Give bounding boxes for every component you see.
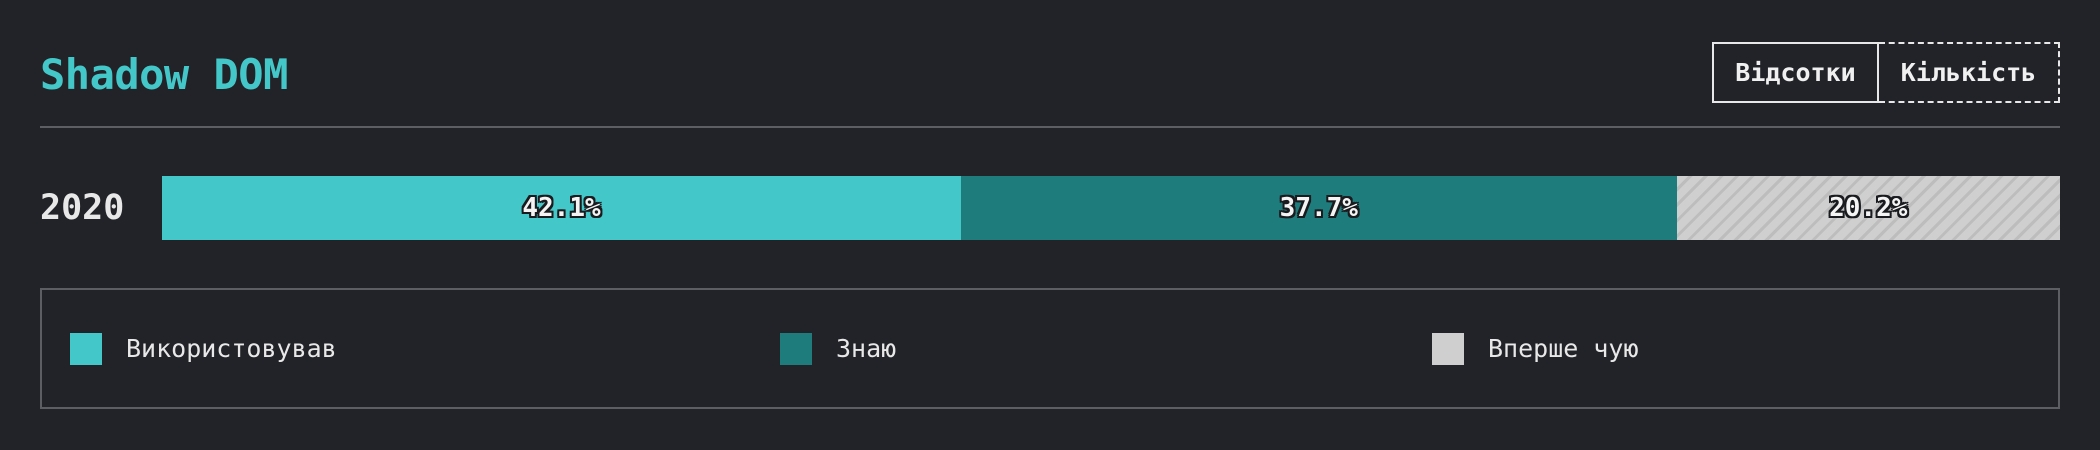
legend-label: Використовував [126,334,337,363]
legend-swatch [70,332,102,365]
percent-toggle-button[interactable]: Відсотки [1712,42,1879,103]
data-label: 20.2% [1829,193,1908,223]
data-label: 37.7% [1279,193,1358,223]
legend-label: Вперше чую [1488,334,1639,363]
legend-item[interactable]: Вперше чую [1432,290,1639,407]
bar-segment[interactable]: 37.7% [961,176,1677,240]
stacked-bar: 42.1% 37.7% 20.2% [162,176,2060,240]
legend-item[interactable]: Використовував [70,290,337,407]
legend-label: Знаю [836,334,897,363]
data-label: 42.1% [522,193,601,223]
bar-row: 2020 42.1% 37.7% 20.2% [40,176,2060,240]
legend: Використовував Знаю Вперше чую [40,288,2060,409]
chart-header: Shadow DOM Відсотки Кількість [40,40,2060,128]
legend-swatch [1432,332,1464,365]
units-toggle: Відсотки Кількість [1712,42,2060,103]
count-toggle-button[interactable]: Кількість [1879,42,2060,103]
chart-title: Shadow DOM [40,50,288,99]
row-label: 2020 [40,188,125,228]
bar-segment[interactable]: 42.1% [162,176,962,240]
legend-swatch [780,332,812,365]
bar-segment[interactable]: 20.2% [1676,176,2060,240]
legend-item[interactable]: Знаю [780,290,896,407]
